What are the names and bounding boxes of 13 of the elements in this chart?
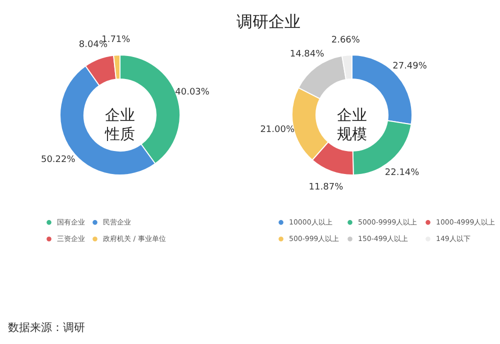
text: 企业性质 xyxy=(104,106,135,143)
data-label: 27.49% xyxy=(392,62,428,72)
data-label: 40.03% xyxy=(175,88,210,98)
data-label: 2.66% xyxy=(331,35,360,46)
data-label: 8.04% xyxy=(78,40,108,50)
data-label: 21.00% xyxy=(260,125,295,136)
data-label: 50.22% xyxy=(40,155,76,166)
text: 调研企业 xyxy=(236,12,300,31)
data-label: 14.84% xyxy=(290,50,325,60)
source-note: 数据来源：调研 xyxy=(8,320,85,335)
data-label: 11.87% xyxy=(308,182,344,192)
data-label: 22.14% xyxy=(384,168,420,178)
text: 企业规模 xyxy=(337,106,367,143)
